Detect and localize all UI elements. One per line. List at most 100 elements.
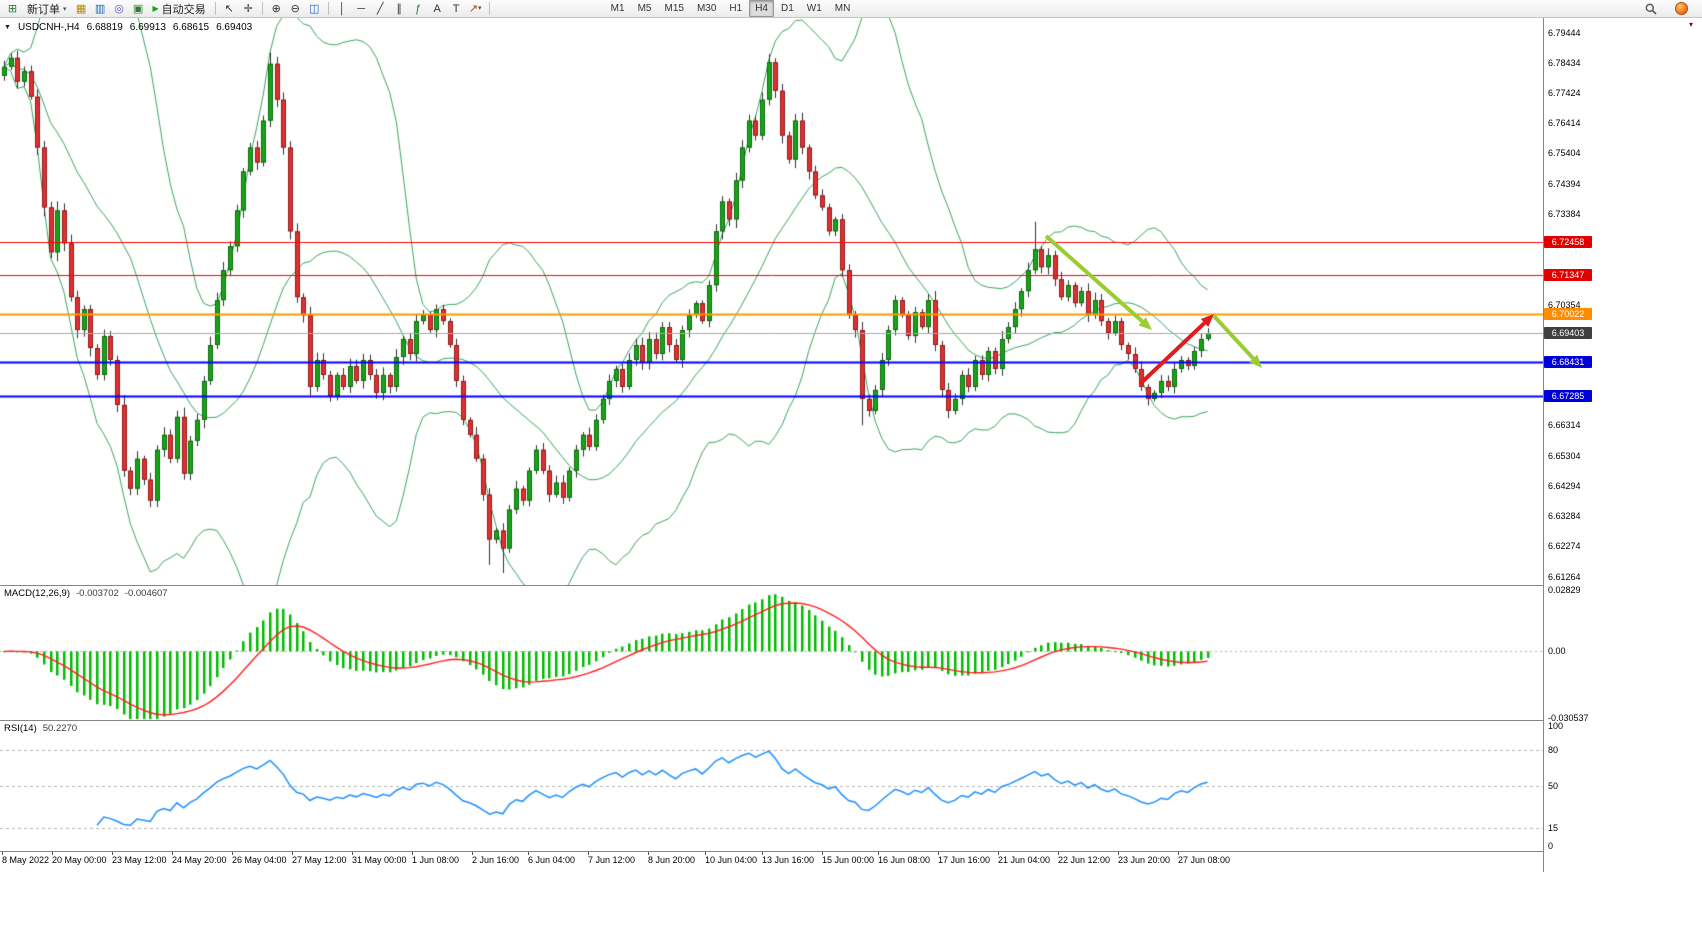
price-axis-label: 6.76414 xyxy=(1548,118,1581,129)
zoom-out-icon: ⊖ xyxy=(290,2,300,15)
time-axis-label: 26 May 04:00 xyxy=(232,855,287,865)
market-watch-icon: ▦ xyxy=(75,2,87,15)
timeframe-m15[interactable]: M15 xyxy=(664,3,684,14)
rsi-label: RSI(14) xyxy=(4,723,37,734)
panel-separator[interactable] xyxy=(0,585,1543,586)
time-axis-label: 15 Jun 00:00 xyxy=(822,855,875,865)
arrow-tool-icon[interactable]: ↗ ▾ xyxy=(467,1,484,17)
label-tool-icon[interactable]: T xyxy=(448,1,465,17)
price-chart-canvas[interactable] xyxy=(0,18,1543,585)
rsi-axis-label: 50 xyxy=(1548,781,1559,791)
timeframe-m30[interactable]: M30 xyxy=(696,3,717,14)
data-window-icon: ▥ xyxy=(94,2,106,15)
terminal-icon[interactable]: ▣ xyxy=(130,1,147,17)
time-tick xyxy=(762,852,763,855)
new-order-icon[interactable]: ⊞ xyxy=(4,1,21,17)
time-axis-label: 1 Jun 08:00 xyxy=(412,855,460,865)
price-line-label: 6.71347 xyxy=(1544,268,1592,281)
low-value: 6.68615 xyxy=(172,22,210,33)
price-line-label: 6.67285 xyxy=(1544,390,1592,403)
notification-badge[interactable] xyxy=(1675,2,1688,15)
time-axis-label: 13 Jun 16:00 xyxy=(762,855,815,865)
price-axis-label: 6.75404 xyxy=(1548,148,1581,159)
time-tick xyxy=(172,852,173,855)
new-order-button[interactable]: 新订单 ▾ xyxy=(23,1,71,17)
channel-icon[interactable]: ∥ xyxy=(391,1,408,17)
zoom-in-icon[interactable]: ⊕ xyxy=(268,1,285,17)
time-tick xyxy=(648,852,649,855)
macd-panel-canvas[interactable] xyxy=(0,586,1543,720)
fibonacci-icon: ƒ xyxy=(415,2,422,15)
time-axis-label: 27 Jun 08:00 xyxy=(1178,855,1231,865)
crosshair-icon[interactable]: ✛ xyxy=(240,1,257,17)
rsi-axis-label: 15 xyxy=(1548,823,1559,834)
time-tick xyxy=(588,852,589,855)
timeframe-toolbar: M1 M5 M15 M30 H1 H4 D1 W1 MN xyxy=(605,0,857,17)
chart-shift-marker[interactable]: ▾ xyxy=(1689,20,1694,29)
macd-axis-label: 0.00 xyxy=(1548,646,1566,657)
price-axis-border xyxy=(1543,18,1544,872)
auto-trading-button-label: 自动交易 xyxy=(161,3,206,16)
panel-separator[interactable] xyxy=(0,720,1543,721)
timeframe-mn[interactable]: MN xyxy=(834,3,851,14)
horizontal-line-icon[interactable]: ─ xyxy=(353,1,370,17)
toolbar-right xyxy=(1642,1,1698,17)
time-tick xyxy=(998,852,999,855)
time-axis-label: 23 May 12:00 xyxy=(112,855,167,865)
zoom-out-icon[interactable]: ⊖ xyxy=(287,1,304,17)
chart-title: ▼ USDCNH-,H4 6.68819 6.69913 6.68615 6.6… xyxy=(4,22,252,33)
price-axis-label: 6.74394 xyxy=(1548,178,1581,189)
time-axis-label: 17 Jun 16:00 xyxy=(938,855,991,865)
search-icon[interactable] xyxy=(1642,1,1659,17)
time-axis-label: 16 Jun 08:00 xyxy=(878,855,931,865)
zoom-in-icon: ⊕ xyxy=(271,2,281,15)
price-axis-label: 6.61264 xyxy=(1548,571,1581,582)
cursor-icon[interactable]: ↖ xyxy=(221,1,238,17)
symbol-expand-icon[interactable]: ▼ xyxy=(4,24,11,31)
symbol-timeframe: USDCNH-,H4 xyxy=(17,22,80,33)
toolbar-separator xyxy=(488,2,490,15)
time-axis-label: 27 May 12:00 xyxy=(292,855,347,865)
timeframe-m1[interactable]: M1 xyxy=(610,3,625,14)
macd-label-row: MACD(12,26,9) -0.003702 -0.004607 xyxy=(4,588,168,599)
trendline-icon: ╱ xyxy=(376,2,384,15)
rsi-axis-label: 80 xyxy=(1548,744,1559,755)
timeframe-d1[interactable]: D1 xyxy=(780,3,794,14)
macd-value-2: -0.004607 xyxy=(124,588,168,599)
time-axis-label: 7 Jun 12:00 xyxy=(588,855,636,865)
time-tick xyxy=(528,852,529,855)
new-order-icon: ⊞ xyxy=(7,2,18,15)
time-tick xyxy=(822,852,823,855)
trendline-icon[interactable]: ╱ xyxy=(372,1,389,17)
navigator-icon[interactable]: ◎ xyxy=(111,1,128,17)
market-watch-icon[interactable]: ▦ xyxy=(73,1,90,17)
label-tool-icon: T xyxy=(452,2,460,15)
timeframe-m5[interactable]: M5 xyxy=(637,3,652,14)
time-tick xyxy=(1118,852,1119,855)
vertical-line-icon[interactable]: │ xyxy=(334,1,351,17)
text-tool-icon: A xyxy=(433,2,441,15)
price-axis-label: 6.70354 xyxy=(1548,299,1581,310)
play-icon: ▶ xyxy=(152,4,159,13)
timeframe-h1[interactable]: H1 xyxy=(729,3,743,14)
open-value: 6.68819 xyxy=(86,22,123,33)
tile-windows-icon[interactable]: ◫ xyxy=(306,1,323,17)
price-axis-label: 6.63284 xyxy=(1548,511,1581,522)
time-tick xyxy=(1178,852,1179,855)
data-window-icon[interactable]: ▥ xyxy=(92,1,109,17)
price-axis-label: 6.62274 xyxy=(1548,541,1581,552)
macd-axis-label: 0.02829 xyxy=(1548,584,1581,595)
price-line-label: 6.70022 xyxy=(1544,308,1592,321)
text-tool-icon[interactable]: A xyxy=(429,1,446,17)
rsi-panel-canvas[interactable] xyxy=(0,721,1543,851)
timeframe-h4[interactable]: H4 xyxy=(749,0,774,17)
timeframe-w1[interactable]: W1 xyxy=(806,3,822,14)
price-axis-label: 6.79444 xyxy=(1548,27,1581,38)
rsi-axis-label: 100 xyxy=(1548,720,1564,731)
tile-windows-icon: ◫ xyxy=(308,2,320,15)
rsi-value: 50.2270 xyxy=(42,723,78,734)
time-tick xyxy=(52,852,53,855)
fibonacci-icon[interactable]: ƒ xyxy=(410,1,427,17)
panel-separator xyxy=(0,851,1543,852)
auto-trading-button[interactable]: ▶ 自动交易 xyxy=(149,1,210,17)
